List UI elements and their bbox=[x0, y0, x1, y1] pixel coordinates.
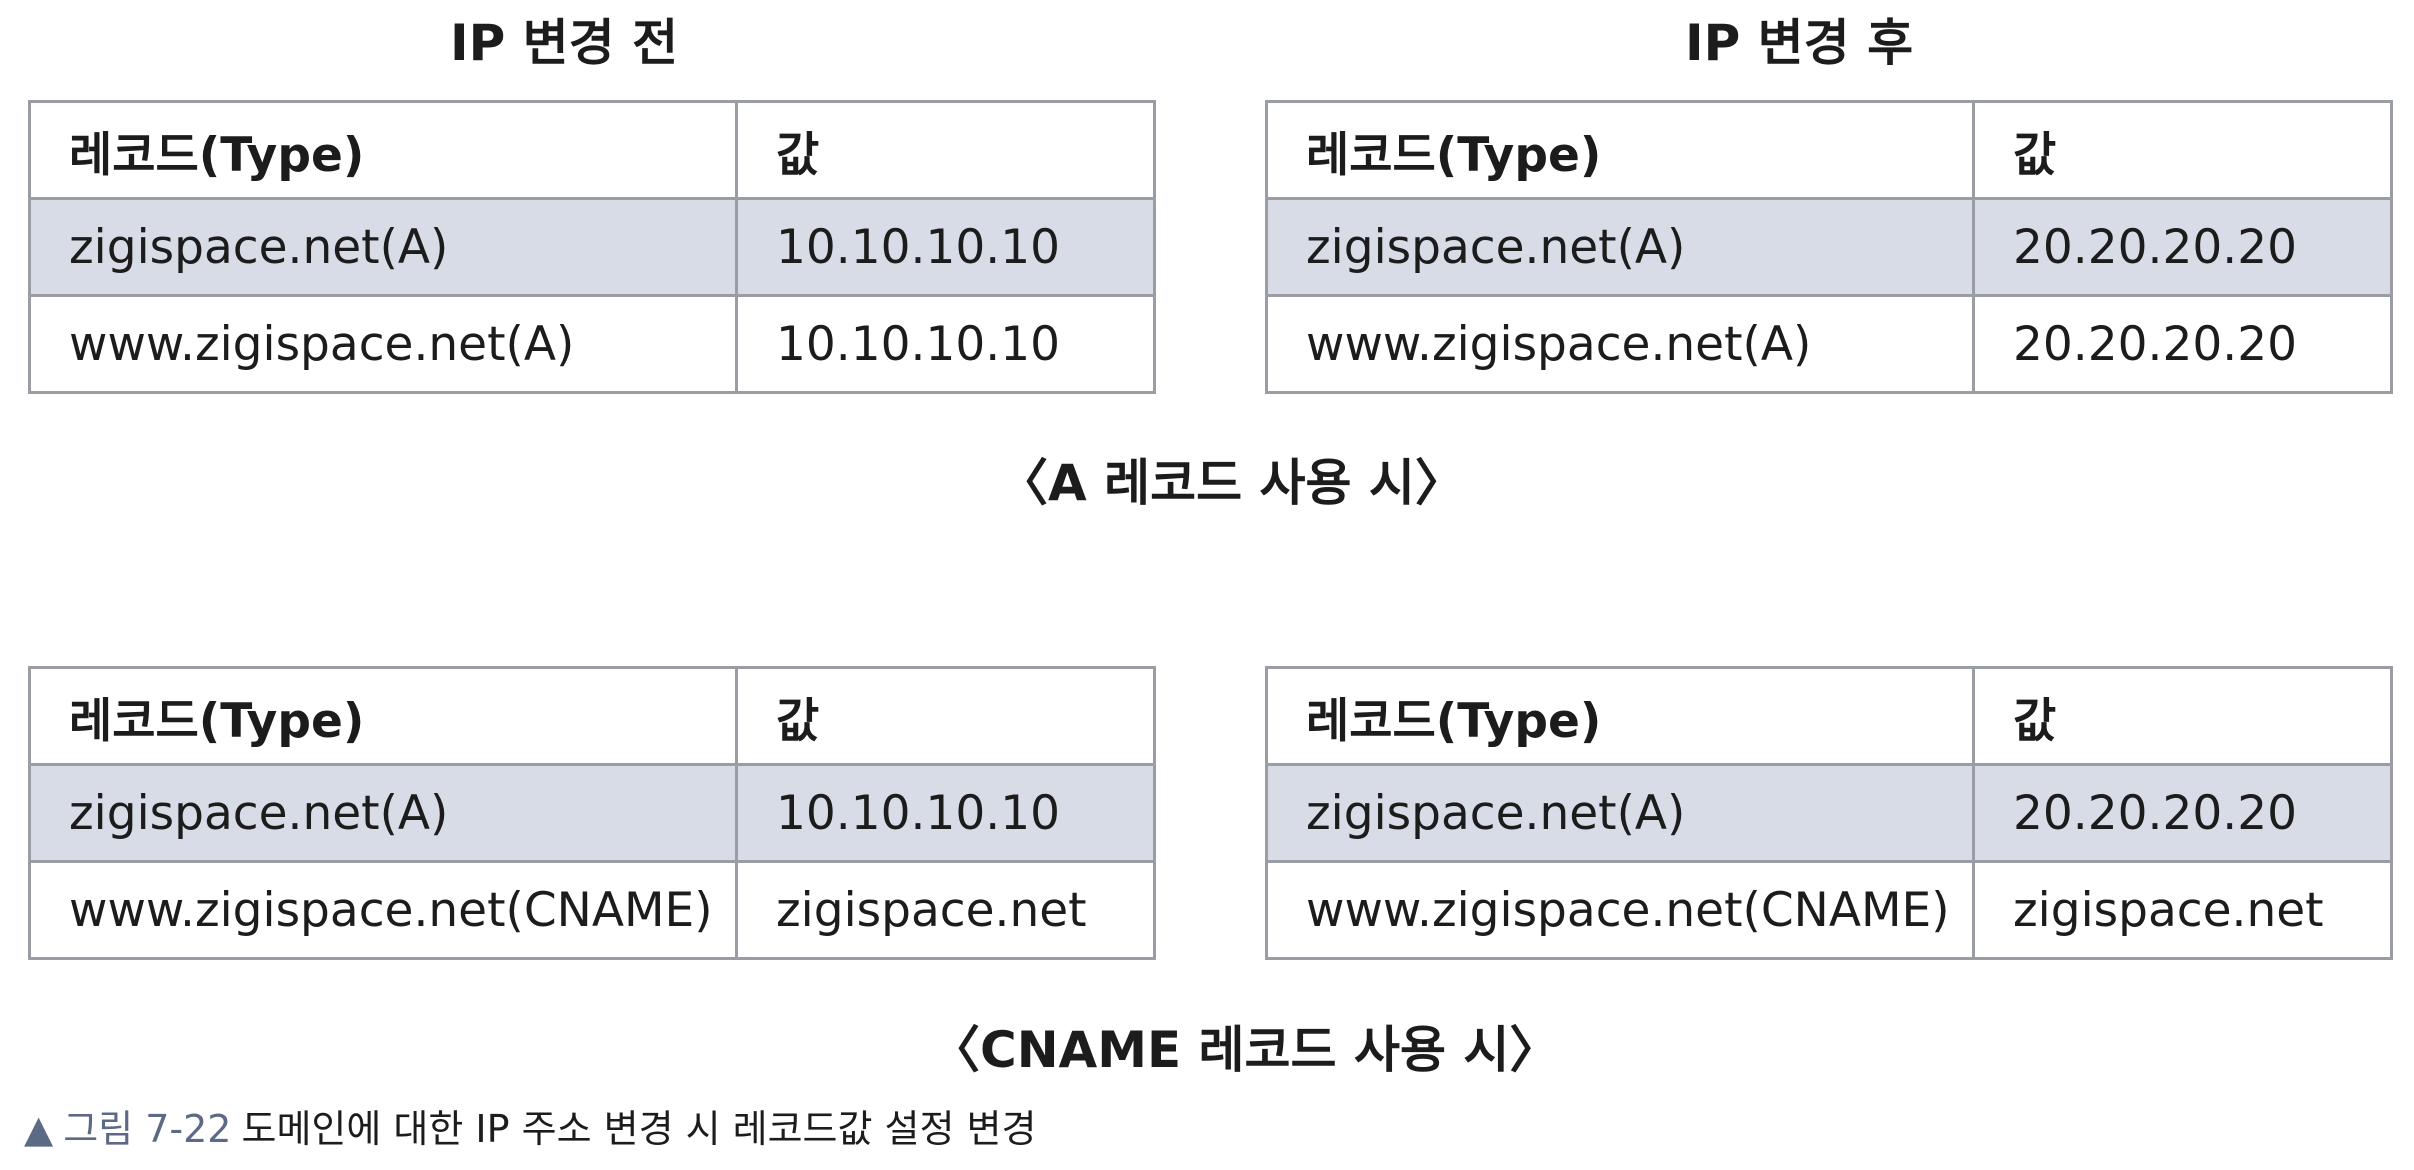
record-column-header: 레코드(Type) bbox=[28, 100, 738, 200]
table-row: zigispace.net(A) 20.20.20.20 bbox=[1265, 763, 2393, 863]
table-header-row: 레코드(Type) 값 bbox=[28, 100, 1156, 200]
a-record-after-table: 레코드(Type) 값 zigispace.net(A) 20.20.20.20… bbox=[1265, 100, 2393, 394]
table-header-row: 레코드(Type) 값 bbox=[28, 666, 1156, 766]
record-cell: www.zigispace.net(A) bbox=[1265, 294, 1975, 394]
value-cell: 10.10.10.10 bbox=[735, 294, 1156, 394]
table-header-row: 레코드(Type) 값 bbox=[1265, 100, 2393, 200]
value-column-header: 값 bbox=[1972, 666, 2393, 766]
value-cell: 10.10.10.10 bbox=[735, 763, 1156, 863]
record-column-header: 레코드(Type) bbox=[28, 666, 738, 766]
record-cell: www.zigispace.net(CNAME) bbox=[28, 860, 738, 960]
record-cell: zigispace.net(A) bbox=[28, 197, 738, 297]
table-row: www.zigispace.net(CNAME) zigispace.net bbox=[28, 860, 1156, 960]
table-row: www.zigispace.net(CNAME) zigispace.net bbox=[1265, 860, 2393, 960]
value-cell: 20.20.20.20 bbox=[1972, 294, 2393, 394]
record-cell: zigispace.net(A) bbox=[1265, 197, 1975, 297]
cname-record-before-table: 레코드(Type) 값 zigispace.net(A) 10.10.10.10… bbox=[28, 666, 1156, 960]
value-cell: 10.10.10.10 bbox=[735, 197, 1156, 297]
cname-record-caption: 〈CNAME 레코드 사용 시〉 bbox=[930, 1021, 1560, 1079]
a-record-before-table: 레코드(Type) 값 zigispace.net(A) 10.10.10.10… bbox=[28, 100, 1156, 394]
table-row: www.zigispace.net(A) 20.20.20.20 bbox=[1265, 294, 2393, 394]
table-row: zigispace.net(A) 20.20.20.20 bbox=[1265, 197, 2393, 297]
value-cell: 20.20.20.20 bbox=[1972, 763, 2393, 863]
record-column-header: 레코드(Type) bbox=[1265, 100, 1975, 200]
value-cell: zigispace.net bbox=[1972, 860, 2393, 960]
record-cell: zigispace.net(A) bbox=[1265, 763, 1975, 863]
record-cell: www.zigispace.net(A) bbox=[28, 294, 738, 394]
record-cell: zigispace.net(A) bbox=[28, 763, 738, 863]
table-row: zigispace.net(A) 10.10.10.10 bbox=[28, 763, 1156, 863]
figure-number: 그림 7-22 bbox=[63, 1107, 232, 1151]
triangle-marker-icon: ▲ bbox=[24, 1107, 54, 1151]
record-column-header: 레코드(Type) bbox=[1265, 666, 1975, 766]
record-cell: www.zigispace.net(CNAME) bbox=[1265, 860, 1975, 960]
value-column-header: 값 bbox=[1972, 100, 2393, 200]
table-row: zigispace.net(A) 10.10.10.10 bbox=[28, 197, 1156, 297]
table-header-row: 레코드(Type) 값 bbox=[1265, 666, 2393, 766]
heading-before: IP 변경 전 bbox=[450, 14, 679, 72]
value-cell: 20.20.20.20 bbox=[1972, 197, 2393, 297]
table-row: www.zigispace.net(A) 10.10.10.10 bbox=[28, 294, 1156, 394]
a-record-caption: 〈A 레코드 사용 시〉 bbox=[998, 454, 1465, 512]
value-cell: zigispace.net bbox=[735, 860, 1156, 960]
figure-caption: ▲ 그림 7-22 도메인에 대한 IP 주소 변경 시 레코드값 설정 변경 bbox=[24, 1110, 1036, 1148]
figure-text: 도메인에 대한 IP 주소 변경 시 레코드값 설정 변경 bbox=[241, 1107, 1037, 1151]
heading-after: IP 변경 후 bbox=[1685, 14, 1914, 72]
value-column-header: 값 bbox=[735, 100, 1156, 200]
value-column-header: 값 bbox=[735, 666, 1156, 766]
cname-record-after-table: 레코드(Type) 값 zigispace.net(A) 20.20.20.20… bbox=[1265, 666, 2393, 960]
